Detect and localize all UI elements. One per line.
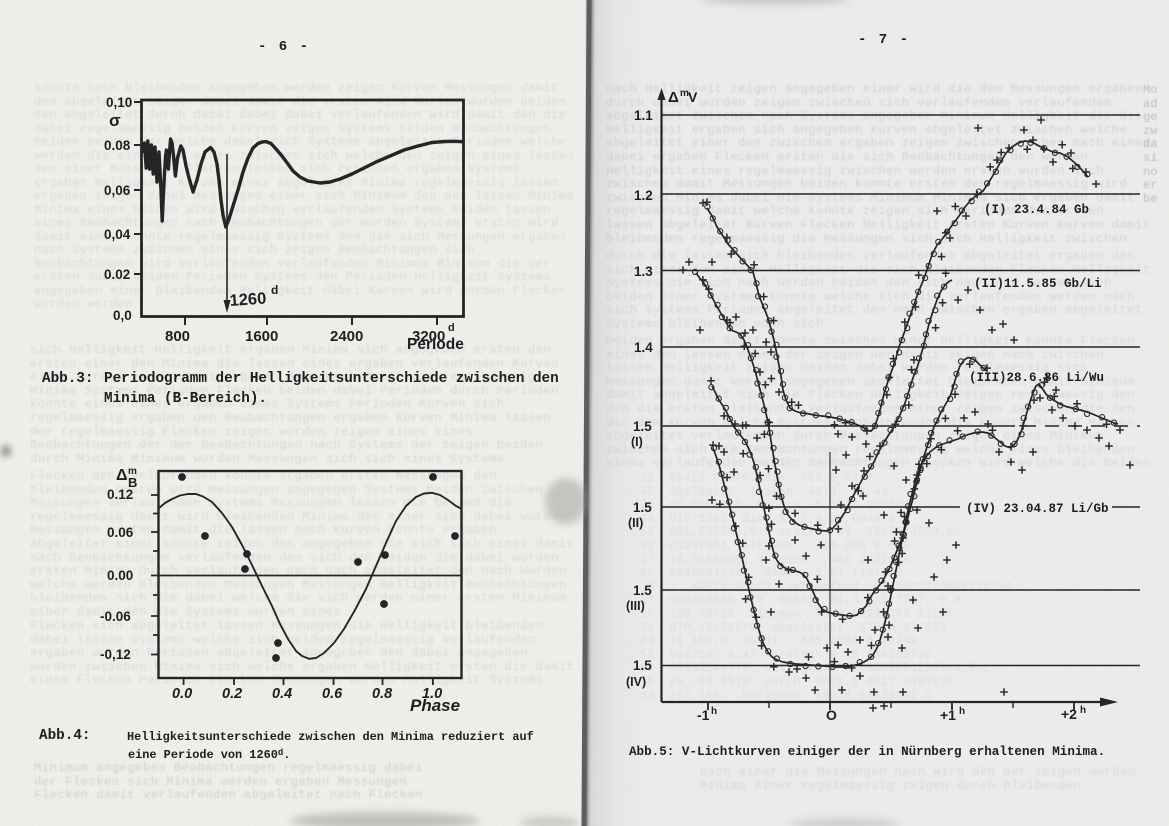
svg-text:(II)11.5.85 Gb/Li: (II)11.5.85 Gb/Li	[974, 277, 1102, 291]
svg-text:d: d	[271, 283, 278, 297]
svg-text:h: h	[1080, 705, 1086, 716]
svg-text:h: h	[959, 706, 965, 717]
svg-text:0.12: 0.12	[107, 487, 133, 502]
svg-text:Δ: Δ	[116, 467, 128, 484]
svg-text:1.3: 1.3	[634, 264, 653, 279]
svg-text:0.06: 0.06	[107, 525, 134, 540]
svg-text:0.00: 0.00	[107, 568, 133, 583]
svg-text:(IV): (IV)	[626, 675, 646, 689]
svg-text:Δ: Δ	[668, 89, 679, 106]
svg-text:0.02: 0.02	[104, 267, 130, 282]
svg-text:1.4: 1.4	[634, 340, 653, 355]
svg-text:0,06: 0,06	[104, 183, 131, 198]
svg-text:0,0: 0,0	[113, 308, 132, 323]
svg-text:σ: σ	[109, 111, 121, 130]
svg-text:+2: +2	[1061, 706, 1077, 722]
svg-text:0,04: 0,04	[104, 227, 131, 242]
svg-text:1.5: 1.5	[633, 658, 652, 673]
svg-text:-0,12: -0,12	[100, 647, 131, 662]
svg-text:0.08: 0.08	[104, 138, 131, 153]
svg-text:V: V	[688, 89, 698, 105]
svg-text:(I) 23.4.84 Gb: (I) 23.4.84 Gb	[984, 203, 1089, 217]
svg-text:1600: 1600	[245, 328, 278, 345]
svg-text:(I): (I)	[631, 435, 643, 449]
svg-text:1.2: 1.2	[634, 188, 653, 203]
svg-text:-0.06: -0.06	[100, 609, 131, 624]
svg-text:0.2: 0.2	[222, 686, 242, 702]
svg-text:(III): (III)	[626, 599, 645, 613]
svg-text:Periode: Periode	[407, 336, 464, 353]
svg-text:800: 800	[165, 328, 190, 345]
svg-text:1.5: 1.5	[633, 583, 652, 598]
svg-text:1260: 1260	[229, 289, 267, 310]
svg-text:0.6: 0.6	[322, 686, 343, 702]
svg-text:-1: -1	[697, 707, 710, 723]
svg-text:(IV) 23.04.87 Li/Gb: (IV) 23.04.87 Li/Gb	[966, 502, 1109, 516]
svg-text:1.5: 1.5	[633, 419, 652, 434]
svg-text:0.0: 0.0	[172, 686, 192, 702]
svg-text:2400: 2400	[330, 328, 363, 345]
svg-text:O: O	[826, 707, 837, 723]
svg-text:1.5: 1.5	[633, 500, 652, 515]
svg-text:(II): (II)	[628, 516, 643, 530]
svg-text:1.1: 1.1	[634, 108, 653, 123]
svg-text:d: d	[448, 322, 455, 334]
svg-text:Phase: Phase	[410, 696, 460, 715]
svg-text:0,10: 0,10	[106, 95, 132, 110]
svg-text:0.8: 0.8	[372, 686, 393, 702]
svg-text:+1: +1	[940, 707, 956, 723]
svg-text:h: h	[711, 706, 717, 717]
svg-text:0.4: 0.4	[272, 686, 292, 702]
svg-text:(III)28.6.86 Li/Wu: (III)28.6.86 Li/Wu	[969, 371, 1104, 385]
